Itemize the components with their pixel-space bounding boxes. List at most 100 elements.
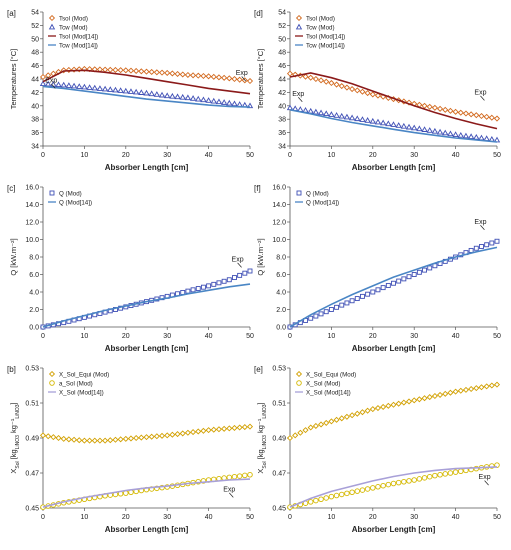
y-axis-label-part: ⁻¹ xyxy=(9,418,18,425)
data-point xyxy=(76,83,83,89)
data-point xyxy=(190,287,196,293)
data-point xyxy=(184,71,191,79)
data-point xyxy=(400,122,408,129)
y-axis-label-part: LiNO3 xyxy=(15,404,21,418)
y-axis-label-part: kg xyxy=(256,425,265,435)
data-point xyxy=(344,300,350,306)
data-point xyxy=(318,77,325,84)
data-point xyxy=(370,485,376,491)
data-point xyxy=(313,313,319,319)
annotation-arrow xyxy=(51,83,56,89)
data-point xyxy=(338,415,345,422)
y-tick-label: 0.45 xyxy=(272,506,286,513)
x-tick-label: 40 xyxy=(205,514,213,521)
data-point xyxy=(442,471,449,477)
data-point xyxy=(122,87,129,94)
legend-entry: Tcw (Mod[14]) xyxy=(59,43,98,50)
y-tick-label: 0.51 xyxy=(25,401,39,408)
data-point xyxy=(395,122,402,128)
data-point xyxy=(55,434,62,442)
y-tick-label: 36 xyxy=(278,130,286,137)
data-point xyxy=(312,422,319,430)
data-point xyxy=(174,70,181,78)
x-axis-label: Absorber Length [cm] xyxy=(352,344,436,353)
data-point xyxy=(190,429,197,436)
y-tick-label: 52 xyxy=(31,23,39,30)
y-tick-label: 50 xyxy=(31,36,39,43)
data-point xyxy=(133,434,140,442)
y-tick-label: 4.0 xyxy=(276,290,286,297)
y-tick-label: 2.0 xyxy=(276,307,286,314)
y-tick-label: 12.0 xyxy=(272,220,286,227)
legend-entry: X_Sol (Mod) xyxy=(306,381,340,388)
legend-entry: Tcw (Mod) xyxy=(59,25,88,32)
panel-label: [d] xyxy=(254,9,263,18)
y-tick-label: 48 xyxy=(278,50,286,57)
y-axis-label-part: ] xyxy=(256,402,265,404)
x-tick-label: 40 xyxy=(452,333,460,340)
data-point xyxy=(478,112,485,120)
data-point xyxy=(231,100,238,107)
data-point xyxy=(462,132,470,139)
data-point xyxy=(60,435,67,442)
data-point xyxy=(317,109,325,116)
data-point xyxy=(426,473,433,480)
data-point xyxy=(195,286,201,291)
data-point xyxy=(422,267,427,273)
data-point xyxy=(179,430,186,437)
legend-swatch xyxy=(296,380,302,386)
data-point xyxy=(215,98,223,105)
data-point xyxy=(427,265,433,271)
data-point xyxy=(442,390,449,397)
data-point xyxy=(107,437,114,444)
data-point xyxy=(143,434,150,441)
y-tick-label: 48 xyxy=(31,50,39,57)
x-tick-label: 30 xyxy=(410,152,418,159)
y-axis-label: Q [kW.m⁻²] xyxy=(9,238,18,275)
data-point xyxy=(333,492,340,499)
legend-swatch xyxy=(49,190,55,196)
data-point xyxy=(421,126,428,132)
data-point xyxy=(236,101,243,107)
y-tick-label: 40 xyxy=(31,103,39,110)
legend-entry: Q (Mod[14]) xyxy=(59,200,92,207)
data-point xyxy=(405,99,413,106)
series-line-1 xyxy=(42,283,251,328)
data-point xyxy=(436,128,444,135)
data-point xyxy=(96,85,104,91)
data-point xyxy=(354,296,360,302)
legend-entry: Q (Mod) xyxy=(306,191,329,198)
x-tick-label: 20 xyxy=(122,152,130,159)
data-point xyxy=(339,302,345,308)
data-point xyxy=(158,432,166,439)
x-tick-label: 30 xyxy=(410,333,418,340)
legend-swatch xyxy=(295,23,303,30)
data-point xyxy=(457,131,464,138)
data-point xyxy=(493,115,501,122)
data-point xyxy=(369,117,376,124)
data-point xyxy=(416,476,423,482)
data-point xyxy=(374,118,382,125)
data-point xyxy=(328,493,335,500)
x-tick-label: 20 xyxy=(369,514,377,521)
panel-label: [a] xyxy=(7,9,16,18)
data-point xyxy=(107,66,114,73)
legend-swatch xyxy=(49,380,55,386)
data-point xyxy=(462,386,469,393)
data-point xyxy=(200,96,207,103)
data-point xyxy=(184,429,191,436)
series-line-2 xyxy=(289,72,498,130)
chart-panel-3: 0 10 20 30 40 50 0.0 2.0 4.0 6.0 8.0 10.0 12.0 14.0 16… xyxy=(254,184,501,353)
data-point xyxy=(374,92,382,99)
annotation-arrow xyxy=(241,76,246,82)
data-point xyxy=(297,429,304,436)
data-point xyxy=(189,95,197,101)
data-point xyxy=(432,472,438,479)
data-point xyxy=(426,394,433,401)
data-point xyxy=(246,77,254,85)
data-point xyxy=(143,68,150,75)
data-point xyxy=(328,79,335,87)
data-point xyxy=(354,115,361,122)
y-tick-label: 40 xyxy=(278,103,286,110)
